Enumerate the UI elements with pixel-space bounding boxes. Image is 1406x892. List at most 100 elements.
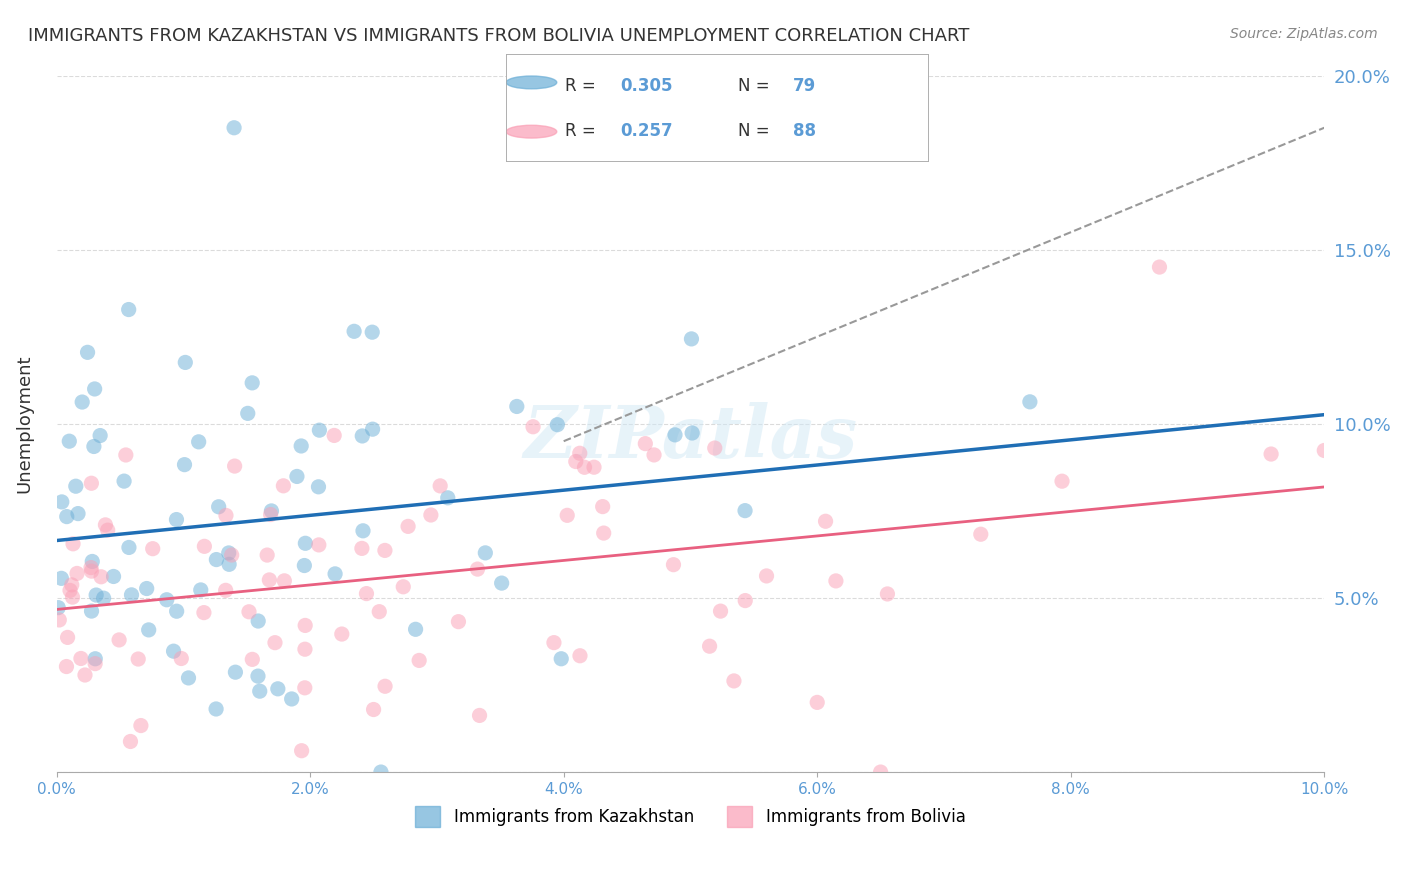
- Text: ZIPatlas: ZIPatlas: [523, 402, 858, 474]
- Immigrants from Kazakhstan: [292, 558, 315, 573]
- Immigrants from Bolivia: [447, 615, 470, 629]
- Immigrants from Kazakhstan: [66, 507, 89, 521]
- Immigrants from Bolivia: [70, 651, 93, 665]
- Immigrants from Bolivia: [94, 517, 117, 532]
- Immigrants from Kazakhstan: [58, 434, 80, 449]
- Immigrants from Bolivia: [662, 558, 685, 572]
- Immigrants from Bolivia: [703, 441, 725, 455]
- Immigrants from Bolivia: [565, 454, 588, 468]
- Immigrants from Bolivia: [55, 659, 77, 673]
- Immigrants from Bolivia: [259, 573, 281, 587]
- Immigrants from Kazakhstan: [290, 439, 312, 453]
- Immigrants from Bolivia: [568, 648, 591, 663]
- Immigrants from Bolivia: [356, 586, 378, 600]
- Immigrants from Kazakhstan: [51, 495, 73, 509]
- Immigrants from Kazakhstan: [166, 512, 188, 526]
- Immigrants from Bolivia: [59, 583, 82, 598]
- Immigrants from Kazakhstan: [205, 552, 228, 566]
- Immigrants from Bolivia: [574, 460, 596, 475]
- Immigrants from Bolivia: [323, 428, 346, 442]
- Immigrants from Bolivia: [429, 479, 451, 493]
- Immigrants from Kazakhstan: [55, 509, 77, 524]
- Immigrants from Bolivia: [60, 578, 83, 592]
- Text: 79: 79: [793, 77, 817, 95]
- Immigrants from Bolivia: [273, 574, 295, 588]
- Circle shape: [506, 76, 557, 89]
- Immigrants from Bolivia: [709, 604, 731, 618]
- Immigrants from Bolivia: [592, 500, 614, 514]
- Immigrants from Kazakhstan: [208, 500, 231, 514]
- Immigrants from Bolivia: [419, 508, 441, 522]
- Immigrants from Kazakhstan: [681, 332, 703, 346]
- Immigrants from Kazakhstan: [177, 671, 200, 685]
- Immigrants from Kazakhstan: [187, 434, 209, 449]
- Immigrants from Kazakhstan: [246, 669, 269, 683]
- Immigrants from Kazakhstan: [267, 681, 290, 696]
- Immigrants from Bolivia: [825, 574, 848, 588]
- Immigrants from Kazakhstan: [156, 592, 179, 607]
- Immigrants from Kazakhstan: [343, 324, 366, 338]
- Text: 0.257: 0.257: [620, 121, 672, 139]
- Immigrants from Kazakhstan: [162, 644, 184, 658]
- Immigrants from Bolivia: [108, 632, 131, 647]
- Immigrants from Kazakhstan: [174, 355, 197, 369]
- Immigrants from Kazakhstan: [83, 382, 105, 396]
- Immigrants from Bolivia: [129, 718, 152, 732]
- Immigrants from Kazakhstan: [51, 571, 73, 585]
- Circle shape: [506, 125, 557, 138]
- Immigrants from Bolivia: [368, 605, 391, 619]
- Immigrants from Bolivia: [876, 587, 898, 601]
- Immigrants from Bolivia: [814, 514, 837, 528]
- Immigrants from Bolivia: [80, 560, 103, 574]
- Text: R =: R =: [565, 77, 602, 95]
- Immigrants from Bolivia: [66, 566, 89, 581]
- Immigrants from Bolivia: [330, 627, 353, 641]
- Immigrants from Bolivia: [264, 635, 287, 649]
- Immigrants from Kazakhstan: [361, 422, 384, 436]
- Immigrants from Kazakhstan: [323, 566, 346, 581]
- Immigrants from Bolivia: [468, 708, 491, 723]
- Immigrants from Kazakhstan: [294, 536, 316, 550]
- Immigrants from Bolivia: [699, 639, 721, 653]
- Immigrants from Kazakhstan: [76, 345, 98, 359]
- Immigrants from Bolivia: [80, 476, 103, 491]
- Text: Source: ZipAtlas.com: Source: ZipAtlas.com: [1230, 27, 1378, 41]
- Immigrants from Kazakhstan: [190, 582, 212, 597]
- Immigrants from Kazakhstan: [546, 417, 568, 432]
- Immigrants from Bolivia: [114, 448, 136, 462]
- Immigrants from Kazakhstan: [112, 474, 135, 488]
- Immigrants from Bolivia: [224, 459, 246, 474]
- Immigrants from Kazakhstan: [240, 376, 263, 390]
- Immigrants from Kazakhstan: [1018, 394, 1040, 409]
- Immigrants from Kazakhstan: [308, 480, 330, 494]
- Immigrants from Kazakhstan: [285, 469, 308, 483]
- Immigrants from Bolivia: [734, 593, 756, 607]
- Immigrants from Bolivia: [62, 537, 84, 551]
- Y-axis label: Unemployment: Unemployment: [15, 354, 32, 493]
- Immigrants from Bolivia: [374, 543, 396, 558]
- Immigrants from Bolivia: [48, 613, 70, 627]
- Immigrants from Bolivia: [555, 508, 578, 523]
- Immigrants from Kazakhstan: [247, 614, 270, 628]
- Immigrants from Bolivia: [56, 631, 79, 645]
- Immigrants from Bolivia: [256, 548, 278, 562]
- Text: N =: N =: [738, 77, 775, 95]
- Immigrants from Kazakhstan: [308, 423, 330, 437]
- Immigrants from Bolivia: [970, 527, 993, 541]
- Immigrants from Bolivia: [97, 523, 120, 537]
- Immigrants from Kazakhstan: [222, 120, 245, 135]
- Immigrants from Kazakhstan: [352, 524, 374, 538]
- Immigrants from Kazakhstan: [280, 692, 302, 706]
- Immigrants from Kazakhstan: [121, 588, 143, 602]
- Immigrants from Kazakhstan: [173, 458, 195, 472]
- Immigrants from Kazakhstan: [166, 604, 188, 618]
- Immigrants from Kazakhstan: [80, 604, 103, 618]
- Immigrants from Bolivia: [291, 744, 314, 758]
- Immigrants from Kazakhstan: [734, 503, 756, 517]
- Immigrants from Bolivia: [62, 590, 84, 604]
- Immigrants from Kazakhstan: [405, 623, 427, 637]
- Immigrants from Bolivia: [215, 583, 238, 598]
- Immigrants from Bolivia: [90, 570, 112, 584]
- Immigrants from Bolivia: [308, 538, 330, 552]
- Immigrants from Bolivia: [170, 651, 193, 665]
